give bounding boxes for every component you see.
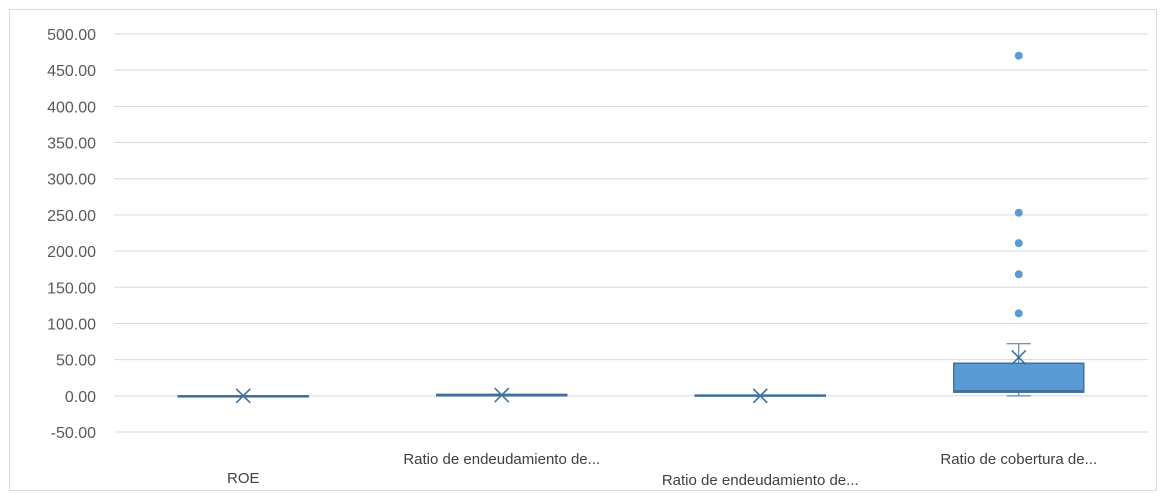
y-tick-label: 400.00 (47, 99, 96, 116)
outlier-point (1014, 239, 1023, 248)
outlier-point (1014, 208, 1023, 217)
y-tick-label: 0.00 (65, 389, 96, 406)
chart-frame (9, 9, 1157, 491)
y-tick-label: -50.00 (51, 425, 96, 442)
y-tick-label: 150.00 (47, 280, 96, 297)
outlier-point (1014, 309, 1023, 318)
mean-marker (752, 388, 768, 404)
outlier-point (1014, 270, 1023, 279)
y-tick-label: 200.00 (47, 244, 96, 261)
mean-marker (235, 388, 251, 404)
y-tick-label: 350.00 (47, 136, 96, 153)
mean-marker (1011, 349, 1027, 366)
y-tick-label: 500.00 (47, 27, 96, 44)
y-tick-label: 300.00 (47, 172, 96, 189)
category-label: Ratio de cobertura de... (940, 451, 1097, 468)
category-label: ROE (227, 470, 260, 487)
y-tick-label: 250.00 (47, 208, 96, 225)
y-tick-label: 450.00 (47, 63, 96, 80)
y-tick-label: 50.00 (56, 353, 96, 370)
category-label: Ratio de endeudamiento de... (403, 451, 600, 468)
y-tick-label: 100.00 (47, 316, 96, 333)
category-label: Ratio de endeudamiento de... (662, 472, 859, 489)
mean-marker (494, 387, 510, 403)
outlier-point (1014, 51, 1023, 60)
box (953, 362, 1085, 393)
